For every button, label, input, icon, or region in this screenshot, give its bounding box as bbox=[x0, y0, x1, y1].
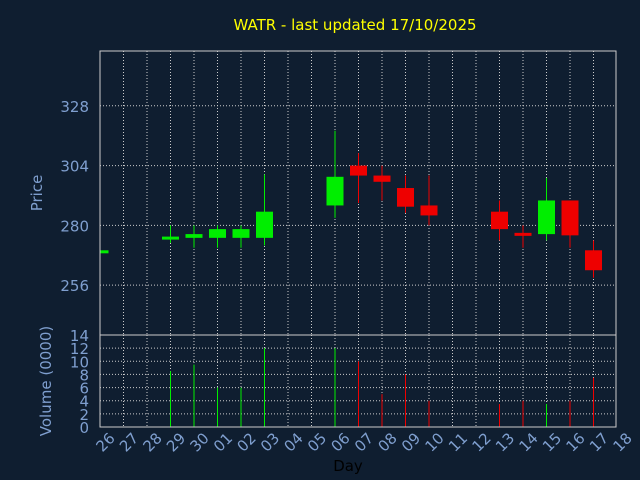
volume-tick-label: 14 bbox=[70, 327, 89, 345]
candle-body bbox=[585, 250, 602, 271]
candle-body bbox=[326, 176, 344, 206]
volume-tick-label: 4 bbox=[79, 393, 89, 411]
price-tick-label: 328 bbox=[60, 98, 89, 116]
price-tick-label: 280 bbox=[60, 217, 89, 235]
candle-body bbox=[100, 250, 109, 254]
volume-tick-label: 12 bbox=[70, 340, 89, 358]
candle-body bbox=[373, 175, 391, 182]
price-tick-label: 256 bbox=[60, 277, 89, 295]
x-tick-labels: 2627282930010203040506070809101112131415… bbox=[93, 429, 636, 455]
volume-panel-frame bbox=[99, 334, 617, 428]
x-axis-label: Day bbox=[333, 457, 363, 475]
candle-body bbox=[420, 205, 438, 216]
candle-body bbox=[491, 211, 508, 230]
candle-body bbox=[162, 236, 179, 240]
candle-body bbox=[256, 211, 273, 238]
volume-axis-label: Volume (0000) bbox=[37, 326, 55, 436]
price-axis-label: Price bbox=[28, 175, 46, 212]
candle-body bbox=[209, 229, 226, 238]
volume-tick-label: 6 bbox=[79, 380, 89, 398]
volume-tick-label: 0 bbox=[79, 419, 89, 437]
price-tick-label: 304 bbox=[60, 158, 89, 176]
volume-tick-label: 10 bbox=[70, 353, 89, 371]
candle-body bbox=[232, 229, 250, 238]
candle-body bbox=[561, 200, 579, 236]
candle-body bbox=[350, 165, 367, 176]
candles bbox=[100, 130, 602, 278]
chart-title: WATR - last updated 17/10/2025 bbox=[233, 16, 476, 34]
candle-body bbox=[397, 188, 414, 207]
volume-tick-label: 8 bbox=[79, 366, 89, 384]
volume-bars bbox=[170, 348, 594, 427]
volume-tick-label: 2 bbox=[79, 406, 89, 424]
candle-body bbox=[514, 232, 532, 236]
candle-body bbox=[538, 200, 555, 235]
candle-body bbox=[185, 234, 203, 238]
